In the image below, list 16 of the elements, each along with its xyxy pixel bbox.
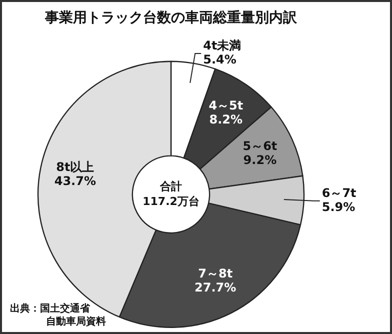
chart-title: 事業用トラック台数の車両総重量別内訳 [44, 10, 298, 26]
slice-label: 4t未満 [203, 38, 242, 53]
data-label: 43.7% [54, 174, 96, 188]
text: 合計 117.2万台 [142, 180, 200, 208]
data-label: 27.7% [194, 280, 236, 295]
slice-label: 6～7t [322, 186, 357, 200]
slice-label: 8t以上 [56, 160, 94, 174]
data-label: 5.4% [203, 52, 236, 67]
data-label: 8.2% [209, 112, 243, 127]
source-note: 出典：国土交通省 [10, 302, 91, 315]
slice-label: 7～8t [198, 266, 233, 281]
data-label: 5.9% [322, 200, 356, 214]
data-label: 9.2% [243, 152, 277, 167]
slice-label: 4～5t [208, 98, 244, 113]
text: 自動車局資料 [46, 316, 106, 328]
slice-label: 5～6t [242, 138, 278, 153]
